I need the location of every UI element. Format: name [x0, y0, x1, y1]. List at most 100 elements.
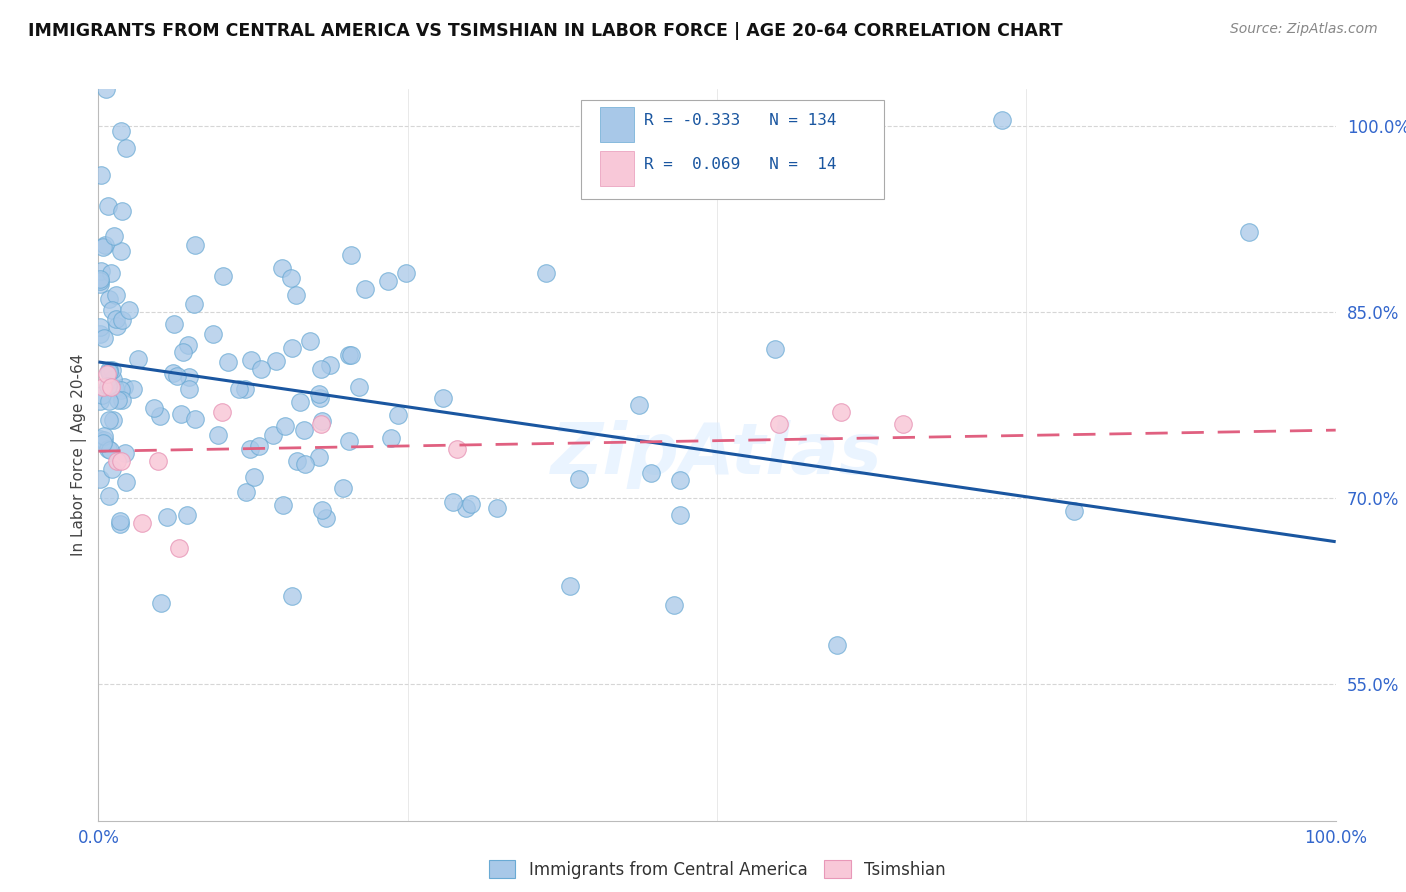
- Point: [93, 331, 115, 345]
- Point: [172, 344, 194, 359]
- Point: [96, 368, 118, 382]
- Point: [118, 303, 141, 318]
- Point: [309, 417, 332, 431]
- Point: [105, 454, 128, 468]
- Point: [108, 516, 131, 531]
- Point: [285, 288, 308, 302]
- Point: [142, 401, 165, 416]
- Point: [97, 199, 120, 213]
- Point: [177, 337, 200, 351]
- Point: [280, 341, 302, 355]
- Point: [103, 413, 125, 427]
- Point: [110, 124, 132, 138]
- Point: [176, 508, 198, 522]
- Point: [249, 361, 271, 376]
- Point: [170, 407, 193, 421]
- Point: [94, 237, 117, 252]
- Point: [93, 433, 115, 447]
- Point: [486, 501, 509, 516]
- Point: [243, 470, 266, 484]
- Point: [91, 240, 114, 254]
- Point: [239, 352, 262, 367]
- Text: R = -0.333   N = 134: R = -0.333 N = 134: [644, 112, 837, 128]
- Point: [167, 541, 190, 555]
- Point: [98, 489, 121, 503]
- Point: [112, 380, 135, 394]
- Point: [309, 361, 332, 376]
- Point: [89, 326, 111, 341]
- Point: [299, 334, 322, 348]
- Point: [97, 365, 120, 379]
- Point: [98, 443, 121, 458]
- Point: [669, 508, 692, 522]
- Point: [560, 579, 582, 593]
- Point: [830, 404, 852, 418]
- Point: [105, 288, 128, 302]
- Point: [309, 391, 332, 405]
- Point: [184, 238, 207, 252]
- Point: [202, 326, 225, 341]
- Point: [568, 472, 591, 486]
- Point: [179, 370, 201, 384]
- Point: [110, 454, 132, 468]
- Point: [271, 261, 294, 276]
- Point: [163, 317, 186, 331]
- Point: [115, 475, 138, 489]
- Point: [91, 388, 114, 402]
- Point: [627, 398, 650, 412]
- Point: [534, 266, 557, 280]
- Point: [768, 417, 790, 431]
- Point: [1237, 225, 1260, 239]
- Point: [149, 409, 172, 423]
- Point: [274, 419, 297, 434]
- Point: [281, 589, 304, 603]
- Point: [98, 413, 121, 427]
- Point: [179, 382, 201, 396]
- Point: [183, 411, 205, 425]
- Point: [340, 248, 363, 262]
- Point: [96, 82, 118, 96]
- Point: [89, 472, 111, 486]
- Point: [311, 503, 333, 517]
- Point: [669, 473, 692, 487]
- Point: [101, 363, 124, 377]
- Point: [166, 368, 188, 383]
- Point: [111, 204, 134, 219]
- Point: [89, 393, 111, 408]
- Point: [337, 348, 360, 362]
- Point: [211, 404, 233, 418]
- Point: [97, 394, 120, 409]
- Point: [1063, 504, 1085, 518]
- Point: [380, 431, 402, 445]
- Point: [262, 427, 284, 442]
- Point: [264, 353, 287, 368]
- Text: ZipAtlas: ZipAtlas: [551, 420, 883, 490]
- Point: [89, 274, 111, 288]
- Point: [115, 141, 138, 155]
- Point: [100, 266, 122, 280]
- Y-axis label: In Labor Force | Age 20-64: In Labor Force | Age 20-64: [70, 354, 87, 556]
- Point: [239, 442, 262, 456]
- Point: [233, 382, 256, 396]
- Point: [235, 485, 257, 500]
- Point: [98, 363, 121, 377]
- Point: [349, 380, 371, 394]
- Point: [162, 367, 184, 381]
- Bar: [599, 107, 634, 142]
- Point: [110, 393, 132, 408]
- Point: [308, 387, 330, 401]
- Point: [89, 432, 111, 446]
- Point: [460, 497, 482, 511]
- Point: [292, 423, 315, 437]
- Point: [662, 599, 685, 613]
- Point: [131, 516, 153, 530]
- Text: Source: ZipAtlas.com: Source: ZipAtlas.com: [1230, 22, 1378, 37]
- Point: [353, 282, 375, 296]
- Text: R =  0.069   N =  14: R = 0.069 N = 14: [644, 157, 837, 171]
- Point: [89, 320, 111, 334]
- Point: [247, 439, 270, 453]
- Point: [763, 342, 786, 356]
- Point: [395, 266, 418, 280]
- Point: [97, 379, 120, 393]
- Point: [271, 498, 294, 512]
